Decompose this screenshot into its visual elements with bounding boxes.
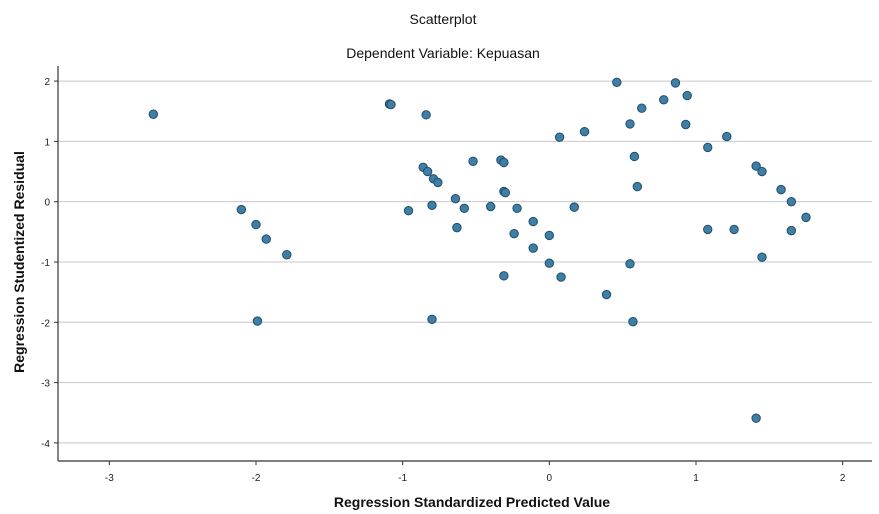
data-point xyxy=(528,216,538,227)
data-point xyxy=(757,166,767,177)
data-point xyxy=(499,157,509,168)
x-axis-label: Regression Standardized Predicted Value xyxy=(334,494,610,510)
data-point xyxy=(544,230,555,241)
data-point xyxy=(468,156,478,166)
data-point xyxy=(659,95,669,105)
data-point xyxy=(554,132,565,142)
data-point xyxy=(612,77,622,87)
data-point xyxy=(751,413,761,423)
data-point xyxy=(569,202,579,212)
data-point xyxy=(629,151,640,162)
x-tick-label: -2 xyxy=(252,473,261,484)
data-point xyxy=(757,252,767,262)
data-point xyxy=(509,228,519,239)
data-points xyxy=(148,77,811,423)
y-tick-labels: -4 -3 -2 -1 0 1 2 xyxy=(41,77,50,450)
data-point xyxy=(722,131,732,142)
data-point xyxy=(500,187,511,198)
data-point xyxy=(251,219,261,230)
data-point xyxy=(485,201,496,212)
data-point xyxy=(682,90,692,101)
y-tick-label: 2 xyxy=(44,77,50,88)
y-tick-label: -1 xyxy=(41,258,50,269)
data-point xyxy=(751,161,761,171)
chart-subtitle: Dependent Variable: Kepuasan xyxy=(346,45,540,61)
x-tick-label: 1 xyxy=(693,473,699,484)
data-point xyxy=(422,166,433,177)
data-point xyxy=(421,110,431,120)
data-point xyxy=(528,243,538,253)
data-point xyxy=(601,289,612,300)
data-point xyxy=(386,99,396,110)
data-point xyxy=(556,272,566,282)
data-point xyxy=(786,225,797,236)
data-point xyxy=(236,204,247,215)
data-point xyxy=(681,119,691,130)
data-point xyxy=(427,200,437,211)
axes xyxy=(54,66,872,465)
y-tick-label: -2 xyxy=(41,318,50,329)
data-point xyxy=(452,222,462,233)
data-point xyxy=(499,271,509,281)
data-point xyxy=(433,177,443,188)
chart-title: Scatterplot xyxy=(410,11,477,27)
data-point xyxy=(786,196,797,207)
data-point xyxy=(512,203,522,214)
y-tick-label: 0 xyxy=(44,198,50,209)
data-point xyxy=(625,119,635,129)
gridlines xyxy=(58,80,872,444)
x-tick-label: -1 xyxy=(398,473,407,484)
data-point xyxy=(703,224,713,235)
data-point xyxy=(579,127,590,137)
data-point xyxy=(544,258,555,268)
data-point xyxy=(729,224,739,235)
y-axis-label: Regression Studentized Residual xyxy=(11,151,27,373)
data-point xyxy=(459,203,469,214)
data-point xyxy=(801,212,811,223)
y-tick-label: -3 xyxy=(41,379,50,390)
x-tick-labels: -3 -2 -1 0 1 2 xyxy=(105,473,846,484)
data-point xyxy=(670,78,681,88)
x-tick-label: -3 xyxy=(105,473,114,484)
data-point xyxy=(450,193,461,204)
data-point xyxy=(628,316,638,327)
data-point xyxy=(282,250,292,260)
data-point xyxy=(403,206,414,216)
x-tick-label: 0 xyxy=(547,473,553,484)
data-point xyxy=(625,259,635,269)
data-point xyxy=(776,184,786,195)
y-tick-label: 1 xyxy=(44,137,50,148)
data-point xyxy=(261,234,271,244)
x-tick-label: 2 xyxy=(840,473,846,484)
data-point xyxy=(637,103,647,113)
data-point xyxy=(427,314,437,324)
data-point xyxy=(632,181,643,192)
data-point xyxy=(252,316,263,326)
data-point xyxy=(703,142,713,153)
data-point xyxy=(148,109,159,119)
y-tick-label: -4 xyxy=(41,439,50,450)
